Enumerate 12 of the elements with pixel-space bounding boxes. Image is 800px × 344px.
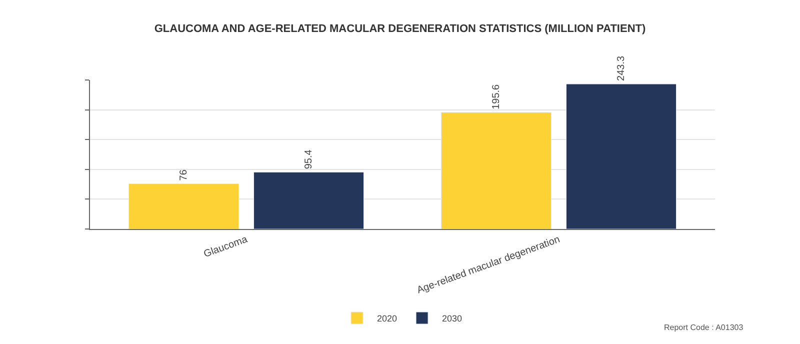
bar	[254, 172, 364, 229]
chart-title: GLAUCOMA AND AGE-RELATED MACULAR DEGENERATION STATISTICS (MILLION PATIENT)	[154, 22, 646, 35]
bar	[441, 112, 552, 229]
legend-label: 2020	[377, 314, 398, 324]
data-label: 243.3	[616, 56, 627, 81]
text: Report Code : A01303	[664, 323, 744, 332]
bar	[128, 183, 239, 229]
bar	[566, 84, 676, 229]
data-label: 76	[178, 169, 190, 181]
data-label: 95.4	[303, 149, 314, 170]
legend-label: 2030	[442, 314, 462, 324]
data-label: 195.6	[490, 84, 502, 110]
